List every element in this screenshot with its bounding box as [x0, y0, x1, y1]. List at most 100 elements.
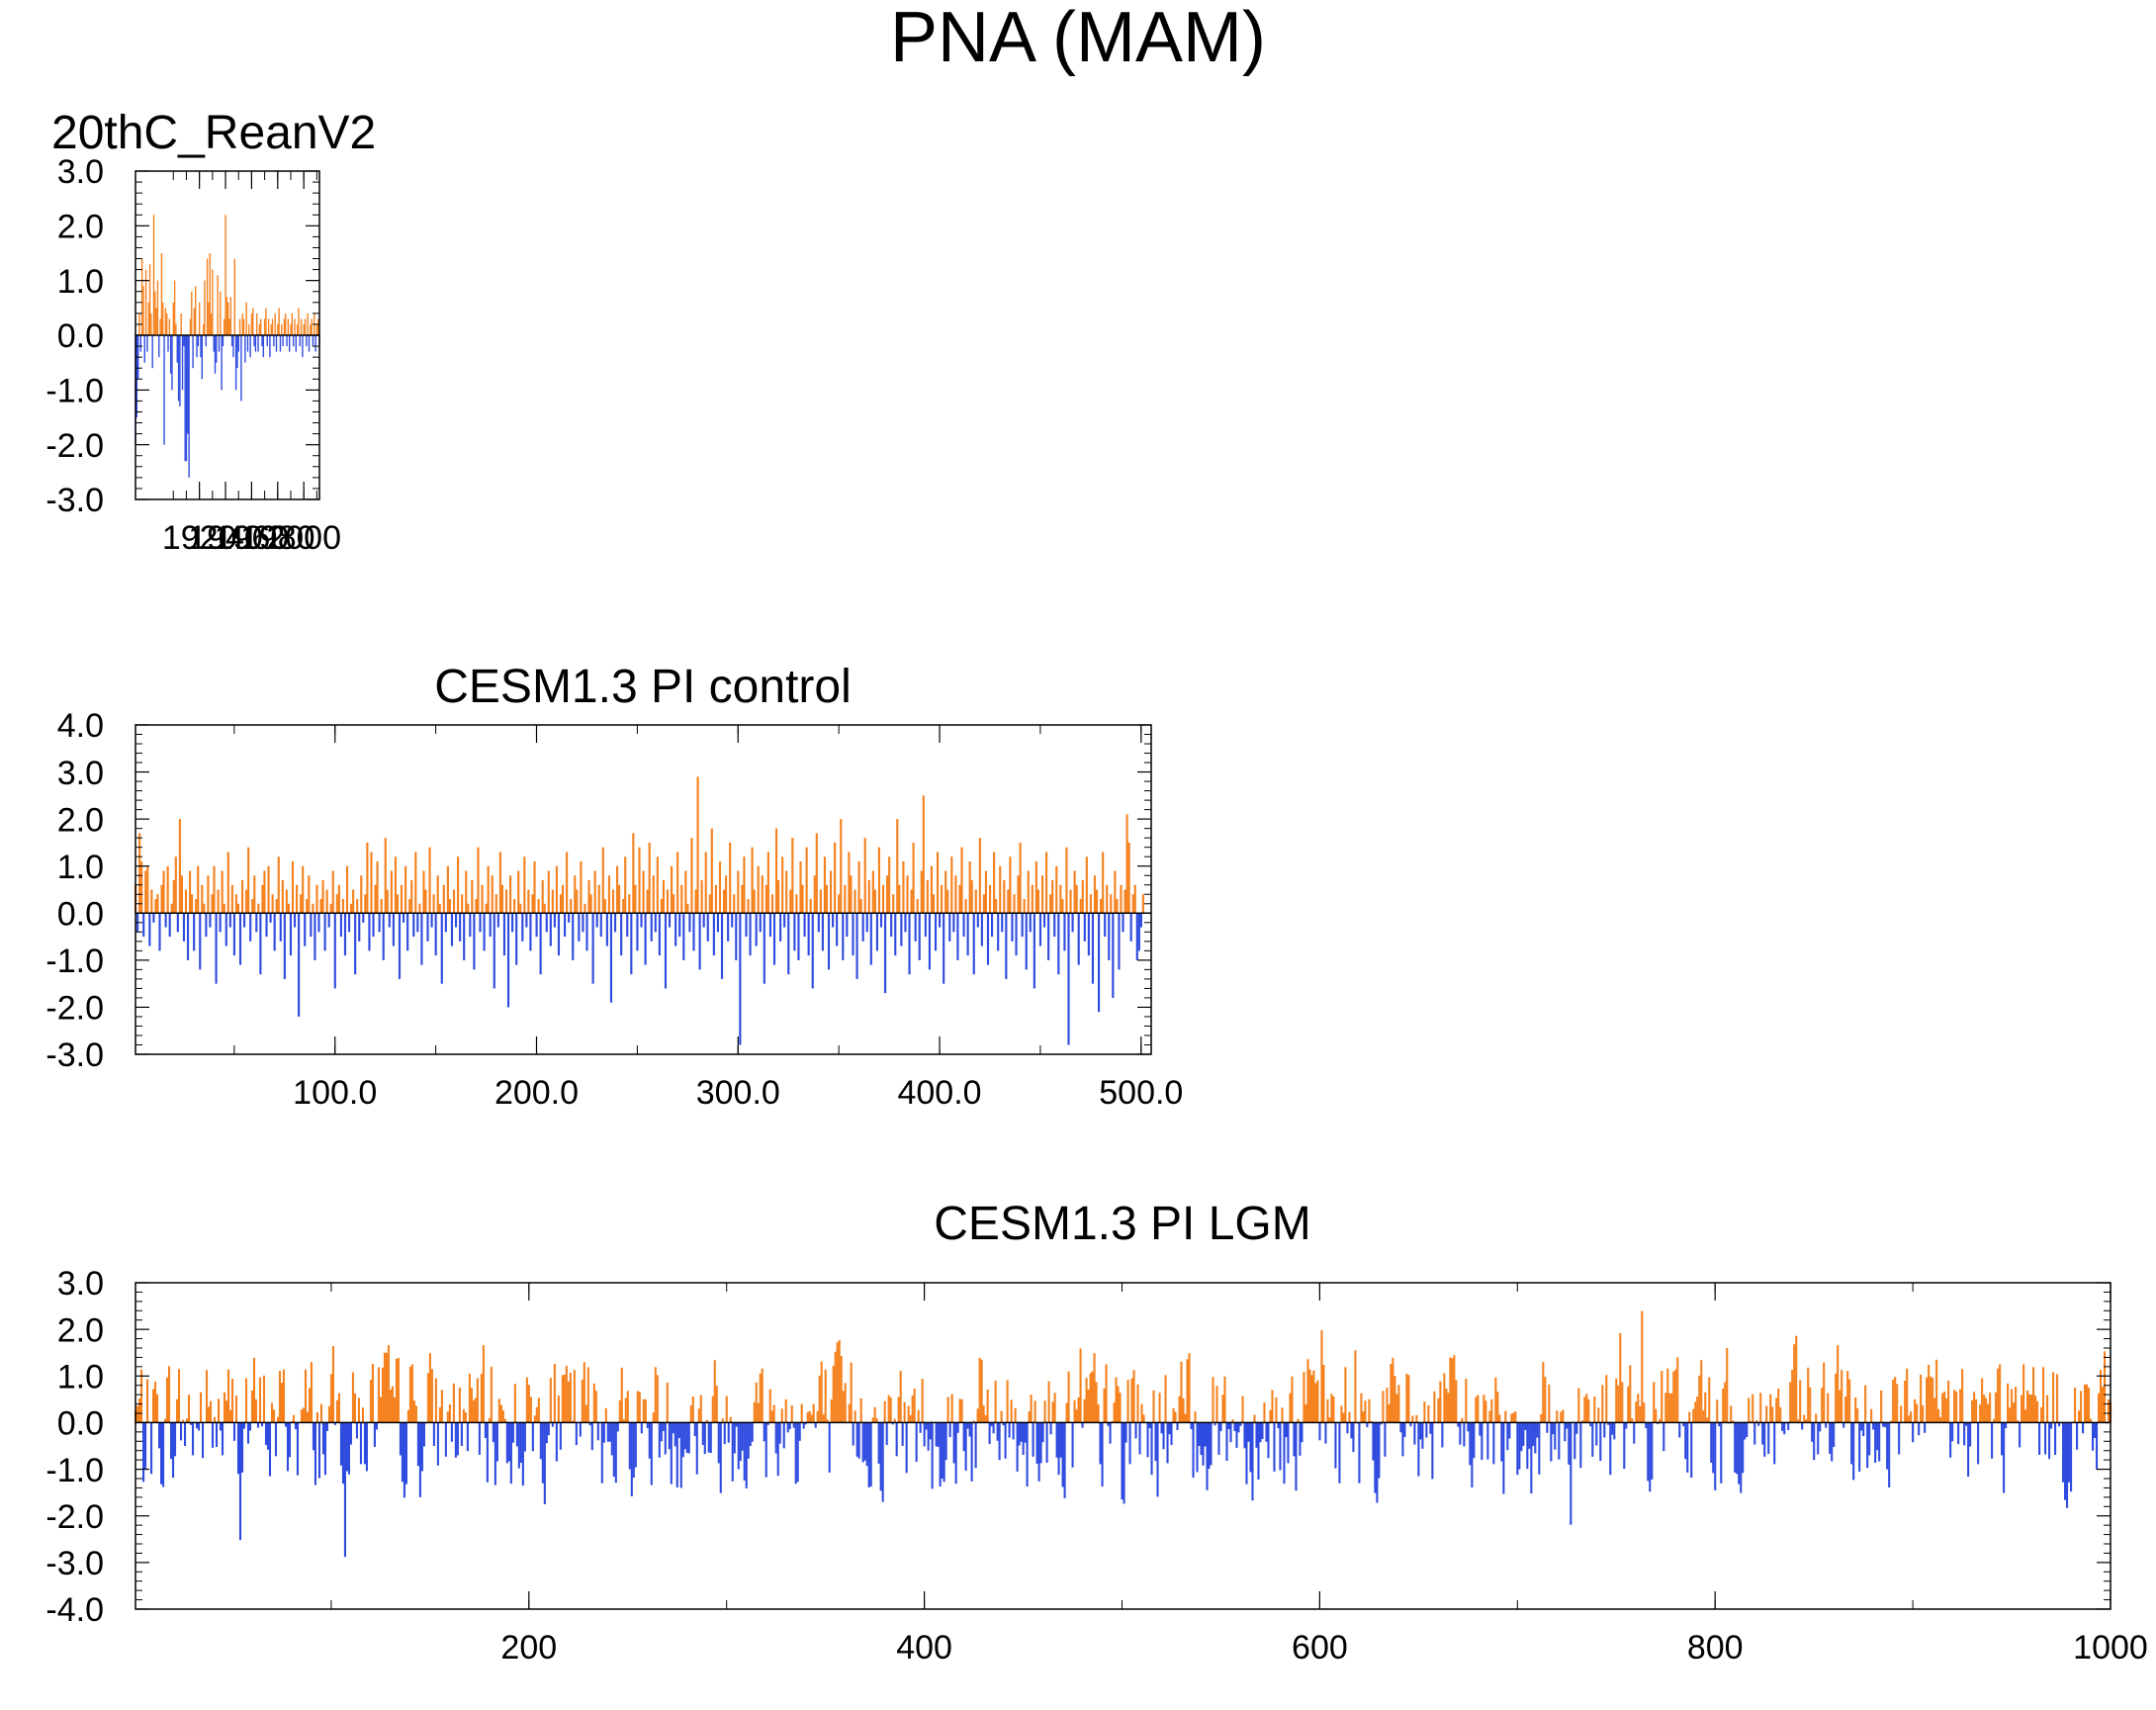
bar: [432, 1422, 435, 1446]
bar: [493, 913, 495, 989]
x-tick-label: 100.0: [293, 1074, 377, 1112]
bar: [438, 1406, 441, 1423]
bar: [482, 1345, 485, 1423]
bar: [390, 870, 393, 914]
bar: [187, 335, 189, 434]
bar: [2034, 1395, 2037, 1423]
bar: [1496, 1392, 1499, 1423]
bar: [879, 913, 883, 928]
bar: [1202, 1422, 1205, 1466]
bar: [1146, 1422, 1149, 1458]
bar: [217, 1398, 221, 1423]
bar: [1055, 865, 1058, 914]
bar: [503, 1418, 506, 1423]
bar: [1053, 913, 1056, 938]
bar: [1077, 1396, 1080, 1423]
bar: [1890, 1420, 1893, 1423]
bar: [1678, 1422, 1681, 1438]
bar: [818, 1375, 821, 1423]
bar: [2066, 1422, 2069, 1508]
bar: [848, 1403, 851, 1423]
bar: [1714, 1422, 1717, 1490]
bar: [148, 264, 151, 335]
x-tick-label: 600: [1292, 1629, 1348, 1666]
bar: [727, 913, 730, 942]
bar: [900, 913, 903, 946]
bar: [996, 1422, 999, 1441]
bar: [1174, 1411, 1177, 1423]
bar: [1178, 1395, 1181, 1423]
bar: [1172, 1407, 1175, 1423]
bar: [403, 913, 405, 923]
bar: [1059, 884, 1062, 914]
bar: [211, 1422, 215, 1448]
bar: [271, 894, 274, 914]
bar: [704, 852, 707, 914]
bar: [1842, 1422, 1845, 1428]
bar: [1320, 1330, 1323, 1423]
bar: [1164, 1375, 1167, 1423]
bar: [1328, 1417, 1331, 1423]
bar: [406, 913, 409, 951]
bar: [894, 913, 897, 956]
bar: [584, 1404, 587, 1423]
bar: [1208, 1422, 1211, 1470]
bar: [797, 913, 800, 960]
bar: [1504, 1410, 1507, 1423]
bar: [2022, 1364, 2025, 1423]
bar: [238, 1422, 242, 1541]
bar: [436, 1422, 439, 1466]
bar: [660, 1422, 663, 1442]
bar: [236, 1422, 240, 1475]
bar: [609, 913, 613, 1003]
bar: [1132, 1370, 1135, 1423]
bar: [189, 318, 192, 335]
bar: [452, 889, 456, 914]
bar: [1071, 913, 1074, 933]
bar: [1016, 1422, 1019, 1472]
bar: [213, 1416, 217, 1423]
bar: [446, 1411, 449, 1423]
bar: [652, 875, 655, 914]
bar: [1718, 1422, 1721, 1427]
bar: [1896, 1384, 1899, 1423]
bar: [177, 1369, 181, 1423]
bar: [225, 297, 228, 335]
bar: [535, 913, 538, 938]
bar: [638, 847, 641, 914]
bar: [460, 1422, 463, 1446]
y-tick-label: -1.0: [45, 373, 104, 410]
panel-cesm-pi-lgm: CESM1.3 PI LGM3.02.01.00.0-1.0-2.0-3.0-4…: [45, 1198, 2147, 1666]
bar: [1672, 1371, 1675, 1423]
bar: [794, 1422, 797, 1485]
bar: [533, 1415, 536, 1423]
bar: [430, 1369, 433, 1423]
bar: [337, 1393, 340, 1423]
bar: [691, 1396, 694, 1423]
bar: [368, 913, 371, 951]
bar: [299, 335, 301, 347]
bar: [283, 318, 286, 335]
bar: [662, 1422, 665, 1431]
bar: [672, 1422, 674, 1434]
bar: [2007, 1383, 2010, 1423]
bar: [1779, 1406, 1782, 1423]
bar: [450, 1422, 453, 1442]
bar: [448, 899, 451, 914]
bar: [768, 1389, 771, 1423]
bar: [701, 1422, 704, 1446]
bar: [813, 875, 816, 914]
bar: [1265, 1422, 1268, 1442]
y-tick-label: 3.0: [57, 153, 104, 191]
bar: [599, 913, 602, 938]
bar: [1001, 913, 1004, 933]
bar: [1110, 894, 1113, 914]
bar: [1024, 1422, 1027, 1443]
bar: [252, 1357, 256, 1423]
bar: [1380, 1422, 1383, 1425]
bar: [622, 1419, 625, 1423]
bar: [919, 1422, 922, 1433]
bar: [634, 884, 637, 914]
bar: [1253, 1414, 1256, 1423]
bar: [656, 1375, 659, 1423]
